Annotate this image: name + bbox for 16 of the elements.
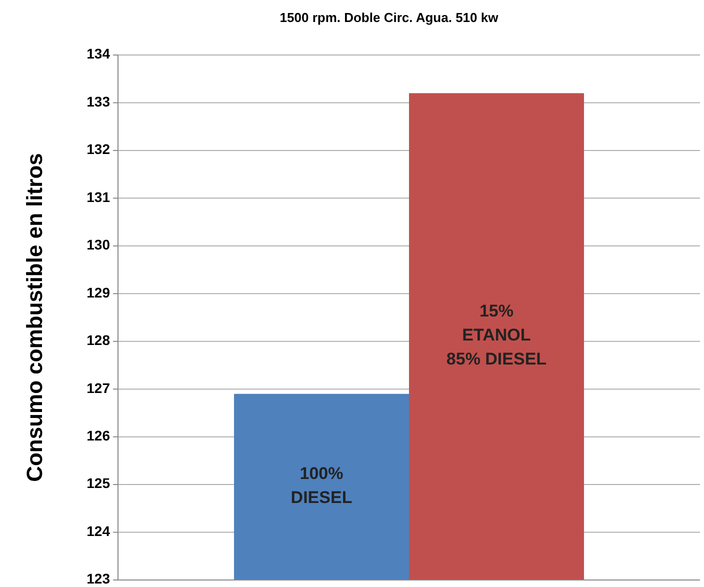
x-tick-label: 100% DIESEL	[290, 464, 352, 508]
y-tick-label: 124	[86, 522, 110, 539]
y-tick-label: 132	[86, 141, 110, 158]
y-tick-label: 130	[86, 236, 110, 253]
y-axis-title: Consumo combustible en litros	[22, 153, 47, 482]
y-tick-label: 133	[86, 93, 110, 110]
y-tick-label: 129	[86, 284, 110, 300]
y-tick-label: 127	[86, 380, 110, 396]
y-tick-label: 131	[86, 188, 110, 205]
y-tick-label: 123	[86, 570, 110, 587]
chart-title: 1500 rpm. Doble Circ. Agua. 510 kw	[280, 10, 500, 25]
y-tick-label: 134	[86, 46, 110, 62]
y-tick-label: 126	[86, 428, 110, 444]
y-tick-label: 125	[86, 475, 110, 492]
y-tick-label: 128	[86, 332, 110, 348]
x-tick-label: 15% ETANOL 85% DIESEL	[446, 302, 547, 370]
